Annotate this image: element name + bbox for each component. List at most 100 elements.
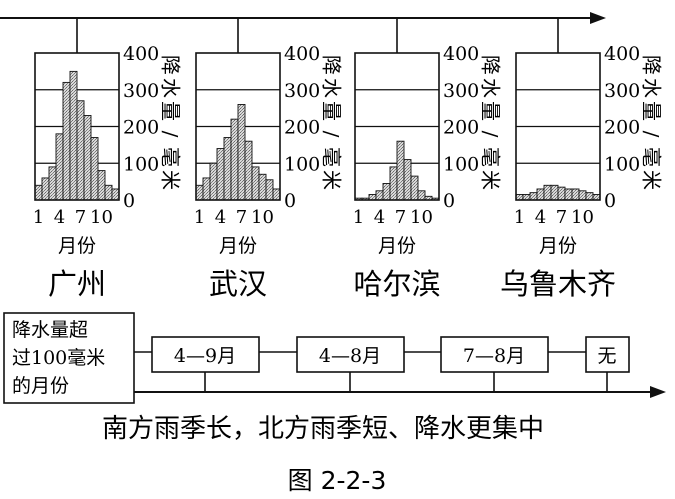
y-tick-label: 400 bbox=[284, 43, 320, 65]
bar-7 bbox=[76, 100, 85, 201]
months-label-line-2: 过100毫米 bbox=[12, 347, 105, 369]
y-axis-label-char: 水 bbox=[479, 78, 503, 98]
bar-8 bbox=[403, 159, 412, 201]
y-axis-label-char: / bbox=[479, 131, 503, 138]
y-axis-label-char: 降 bbox=[159, 55, 183, 75]
y-tick-label: 200 bbox=[123, 117, 159, 139]
y-axis-label-char: 降 bbox=[479, 55, 503, 75]
y-axis-label-char: 量 bbox=[320, 101, 344, 121]
x-tick-label: 4 bbox=[54, 207, 65, 228]
y-tick-label: 400 bbox=[604, 43, 640, 65]
x-tick-label: 4 bbox=[215, 207, 226, 228]
bar-12 bbox=[111, 188, 120, 201]
x-axis-label: 月份 bbox=[219, 235, 257, 257]
bar-6 bbox=[69, 70, 78, 201]
y-tick-label: 0 bbox=[123, 190, 135, 212]
bar-10 bbox=[578, 190, 587, 201]
chart-frame bbox=[354, 52, 440, 201]
y-tick-label: 400 bbox=[123, 43, 159, 65]
bar-10 bbox=[97, 170, 106, 201]
bar-9 bbox=[410, 175, 419, 201]
bar-2 bbox=[202, 177, 211, 201]
y-axis-label-char: 毫 bbox=[640, 147, 664, 167]
months-label-line-1: 降水量超 bbox=[12, 319, 88, 341]
bar-3 bbox=[529, 192, 538, 201]
bar-12 bbox=[272, 188, 281, 201]
bar-6 bbox=[389, 166, 398, 201]
top-arrow bbox=[0, 12, 606, 24]
bottom-arrow bbox=[134, 386, 666, 398]
months-value-wuhan: 4—8月 bbox=[319, 345, 381, 367]
y-tick-label: 200 bbox=[604, 117, 640, 139]
y-axis-label: 降水量 / 毫米 bbox=[640, 55, 664, 190]
months-box-wuhan bbox=[296, 336, 405, 373]
months-label-line-3: 的月份 bbox=[12, 375, 69, 397]
chart-title: 广州 bbox=[48, 267, 106, 301]
y-axis-label-char: 量 bbox=[640, 101, 664, 121]
bar-6 bbox=[550, 184, 559, 201]
bar-1 bbox=[195, 184, 204, 201]
y-tick-label: 100 bbox=[443, 153, 479, 175]
y-axis-label-char: / bbox=[320, 131, 344, 138]
bar-9 bbox=[251, 166, 260, 201]
months-box-harbin bbox=[440, 336, 549, 373]
months-box-guangzhou bbox=[151, 336, 260, 373]
months-summary: 降水量超 过100毫米 的月份 4—9月 4—8月 7—8月 无 bbox=[3, 312, 630, 404]
bar-5 bbox=[223, 137, 232, 201]
y-axis-label-char: 水 bbox=[320, 78, 344, 98]
bar-4 bbox=[375, 190, 384, 201]
x-tick-label: 7 bbox=[75, 207, 86, 228]
y-axis-label: 降水量 / 毫米 bbox=[159, 55, 183, 190]
bar-8 bbox=[244, 140, 253, 201]
y-tick-label: 200 bbox=[443, 117, 479, 139]
months-box-urumqi bbox=[585, 336, 630, 373]
y-axis-label: 降水量 / 毫米 bbox=[479, 55, 503, 190]
bar-9 bbox=[90, 137, 99, 201]
x-axis-label: 月份 bbox=[378, 235, 416, 257]
x-tick-label: 10 bbox=[571, 207, 594, 228]
x-axis-label: 月份 bbox=[58, 235, 96, 257]
bar-1 bbox=[515, 194, 524, 201]
months-value-urumqi: 无 bbox=[597, 345, 616, 367]
bar-3 bbox=[48, 166, 57, 201]
bar-6 bbox=[230, 118, 239, 201]
y-axis-label-char: 水 bbox=[159, 78, 183, 98]
y-axis-label-char: 毫 bbox=[320, 147, 344, 167]
y-tick-label: 100 bbox=[284, 153, 320, 175]
bar-10 bbox=[258, 173, 267, 201]
bar-10 bbox=[417, 190, 426, 201]
bar-4 bbox=[216, 148, 225, 201]
bar-2 bbox=[41, 177, 50, 201]
bar-7 bbox=[557, 186, 566, 201]
x-tick-label: 1 bbox=[194, 207, 205, 228]
y-axis-label-char: 毫 bbox=[159, 147, 183, 167]
y-tick-label: 300 bbox=[284, 80, 320, 102]
bar-2 bbox=[522, 194, 531, 201]
y-tick-label: 0 bbox=[284, 190, 296, 212]
y-axis-label-char: 降 bbox=[640, 55, 664, 75]
chart-frame bbox=[195, 52, 281, 201]
bar-5 bbox=[382, 183, 391, 201]
x-tick-label: 1 bbox=[514, 207, 525, 228]
bar-9 bbox=[571, 188, 580, 201]
chart-title: 哈尔滨 bbox=[353, 267, 440, 301]
y-axis-label-char: / bbox=[159, 131, 183, 138]
chart-frame bbox=[515, 52, 601, 201]
y-tick-label: 100 bbox=[123, 153, 159, 175]
y-axis-label: 降水量 / 毫米 bbox=[320, 55, 344, 190]
bar-4 bbox=[55, 133, 64, 201]
y-axis-label-char: 米 bbox=[640, 170, 664, 190]
x-tick-label: 7 bbox=[556, 207, 567, 228]
y-axis-label-char: 量 bbox=[479, 101, 503, 121]
x-axis-label: 月份 bbox=[539, 235, 577, 257]
bar-3 bbox=[209, 162, 218, 201]
bar-7 bbox=[396, 140, 405, 201]
bar-7 bbox=[237, 103, 246, 201]
x-tick-label: 1 bbox=[353, 207, 364, 228]
x-tick-label: 4 bbox=[374, 207, 385, 228]
x-tick-label: 7 bbox=[395, 207, 406, 228]
